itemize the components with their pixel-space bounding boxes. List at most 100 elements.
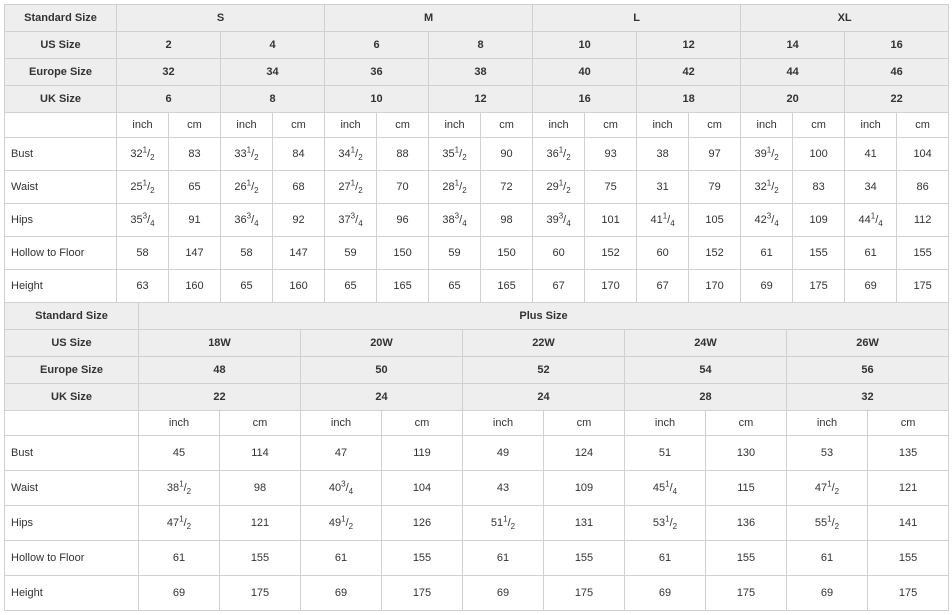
cell-cm: cm — [382, 411, 463, 436]
cell-inch-val: 67 — [637, 270, 689, 303]
cell-inch-val: 61 — [741, 237, 793, 270]
cell-inch-val: 51 — [625, 436, 706, 471]
cell-inch-val: 271/2 — [325, 171, 377, 204]
cell-cm-val: 152 — [585, 237, 637, 270]
row-label: Waist — [5, 171, 117, 204]
cell-us: 14 — [741, 32, 845, 59]
row-label: Hollow to Floor — [5, 541, 139, 576]
cell-cm-val: 160 — [169, 270, 221, 303]
cell-inch-val: 61 — [845, 237, 897, 270]
cell-inch-val: 451/4 — [625, 471, 706, 506]
cell-std: L — [533, 5, 741, 32]
cell-us-size: US Size — [5, 32, 117, 59]
cell-cm-val: 84 — [273, 138, 325, 171]
cell-us: 12 — [637, 32, 741, 59]
cell-cm: cm — [897, 113, 949, 138]
cell-inch-val: 53 — [787, 436, 868, 471]
cell-cm-val: 101 — [585, 204, 637, 237]
cell-inch-val: 58 — [221, 237, 273, 270]
row-label: Bust — [5, 436, 139, 471]
cell-cm-val: 175 — [897, 270, 949, 303]
cell-inch-val: 403/4 — [301, 471, 382, 506]
cell-uk: 32 — [787, 384, 949, 411]
cell-inch-val: 65 — [221, 270, 273, 303]
cell-us: 4 — [221, 32, 325, 59]
cell-empty — [5, 411, 139, 436]
cell-eu: 52 — [463, 357, 625, 384]
cell-inch-val: 61 — [787, 541, 868, 576]
cell-inch: inch — [221, 113, 273, 138]
cell-inch-val: 60 — [533, 237, 585, 270]
cell-uk: 22 — [139, 384, 301, 411]
cell-inch: inch — [625, 411, 706, 436]
cell-cm-val: 119 — [382, 436, 463, 471]
cell-inch-val: 441/4 — [845, 204, 897, 237]
cell-cm-val: 126 — [382, 506, 463, 541]
cell-inch-val: 411/4 — [637, 204, 689, 237]
cell-eu: 38 — [429, 59, 533, 86]
cell-inch: inch — [463, 411, 544, 436]
cell-inch: inch — [429, 113, 481, 138]
row-label: Bust — [5, 138, 117, 171]
cell-inch-val: 351/2 — [429, 138, 481, 171]
cell-inch-val: 69 — [845, 270, 897, 303]
cell-cm-val: 97 — [689, 138, 741, 171]
cell-cm-val: 72 — [481, 171, 533, 204]
cell-cm-val: 79 — [689, 171, 741, 204]
cell-inch-val: 353/4 — [117, 204, 169, 237]
cell-us: 6 — [325, 32, 429, 59]
cell-inch-val: 69 — [139, 576, 220, 611]
cell-cm: cm — [585, 113, 637, 138]
cell-us: 2 — [117, 32, 221, 59]
cell-inch-val: 383/4 — [429, 204, 481, 237]
cell-uk: 6 — [117, 86, 221, 113]
cell-std: XL — [741, 5, 949, 32]
cell-cm-val: 150 — [377, 237, 429, 270]
cell-cm: cm — [793, 113, 845, 138]
cell-cm-val: 114 — [220, 436, 301, 471]
cell-cm-val: 93 — [585, 138, 637, 171]
cell-cm: cm — [169, 113, 221, 138]
cell-cm-val: 88 — [377, 138, 429, 171]
cell-standard-size: Standard Size — [5, 303, 139, 330]
cell-cm-val: 65 — [169, 171, 221, 204]
cell-cm-val: 131 — [544, 506, 625, 541]
cell-inch-val: 38 — [637, 138, 689, 171]
cell-inch-val: 63 — [117, 270, 169, 303]
cell-empty — [5, 113, 117, 138]
cell-cm-val: 165 — [481, 270, 533, 303]
cell-cm-val: 155 — [382, 541, 463, 576]
plus-size-table: Standard SizePlus SizeUS Size18W20W22W24… — [4, 302, 949, 611]
cell-inch-val: 551/2 — [787, 506, 868, 541]
cell-eu: 40 — [533, 59, 637, 86]
cell-inch-val: 31 — [637, 171, 689, 204]
cell-inch-val: 59 — [325, 237, 377, 270]
cell-inch-val: 471/2 — [787, 471, 868, 506]
cell-inch-val: 45 — [139, 436, 220, 471]
cell-cm-val: 155 — [706, 541, 787, 576]
cell-inch-val: 65 — [325, 270, 377, 303]
cell-inch-val: 49 — [463, 436, 544, 471]
row-label: Waist — [5, 471, 139, 506]
cell-cm-val: 155 — [897, 237, 949, 270]
cell-us: 8 — [429, 32, 533, 59]
cell-inch-val: 531/2 — [625, 506, 706, 541]
cell-inch-val: 47 — [301, 436, 382, 471]
cell-inch-val: 331/2 — [221, 138, 273, 171]
cell-inch: inch — [787, 411, 868, 436]
cell-inch-val: 69 — [625, 576, 706, 611]
cell-us: 22W — [463, 330, 625, 357]
cell-inch: inch — [139, 411, 220, 436]
cell-inch-val: 251/2 — [117, 171, 169, 204]
cell-uk: 18 — [637, 86, 741, 113]
cell-cm-val: 147 — [169, 237, 221, 270]
row-label: Hips — [5, 204, 117, 237]
cell-cm-val: 100 — [793, 138, 845, 171]
cell-cm-val: 75 — [585, 171, 637, 204]
row-label: Hips — [5, 506, 139, 541]
cell-cm-val: 121 — [220, 506, 301, 541]
cell-inch-val: 61 — [463, 541, 544, 576]
cell-eu: 32 — [117, 59, 221, 86]
cell-inch: inch — [117, 113, 169, 138]
cell-inch-val: 69 — [787, 576, 868, 611]
